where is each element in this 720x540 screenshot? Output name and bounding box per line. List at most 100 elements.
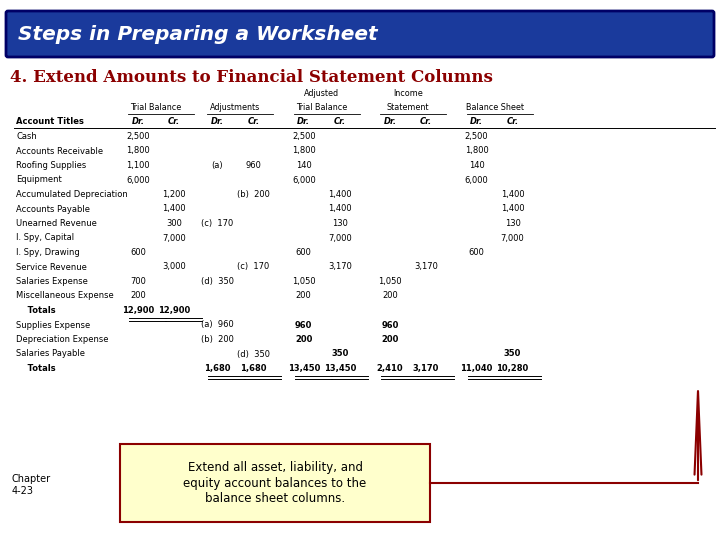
Text: 130: 130 (332, 219, 348, 228)
Text: Accounts Payable: Accounts Payable (17, 205, 91, 213)
Text: I. Spy, Capital: I. Spy, Capital (17, 233, 75, 242)
Text: 10,280: 10,280 (496, 364, 528, 373)
Text: 13,450: 13,450 (287, 364, 320, 373)
Text: Accounts Receivable: Accounts Receivable (17, 146, 104, 156)
Text: Dr.: Dr. (297, 118, 310, 126)
Text: 7,000: 7,000 (500, 233, 524, 242)
Text: Trial Balance: Trial Balance (296, 103, 347, 112)
Text: 1,680: 1,680 (204, 364, 230, 373)
Text: Cr.: Cr. (333, 118, 346, 126)
Text: 140: 140 (296, 161, 312, 170)
Text: 7,000: 7,000 (162, 233, 186, 242)
Text: Adjustments: Adjustments (210, 103, 261, 112)
Text: 200: 200 (130, 292, 146, 300)
Text: Dr.: Dr. (470, 118, 483, 126)
Text: Dr.: Dr. (211, 118, 224, 126)
Text: Statement: Statement (387, 103, 429, 112)
Text: I. Spy, Drawing: I. Spy, Drawing (17, 248, 80, 257)
Text: 3,170: 3,170 (328, 262, 351, 272)
Text: Cash: Cash (17, 132, 37, 141)
Text: 140: 140 (469, 161, 485, 170)
Text: 6,000: 6,000 (464, 176, 488, 185)
Text: 960: 960 (295, 321, 312, 329)
Text: Roofing Supplies: Roofing Supplies (17, 161, 86, 170)
Text: 1,800: 1,800 (292, 146, 315, 156)
Text: (a): (a) (212, 161, 223, 170)
Text: 1,200: 1,200 (162, 190, 186, 199)
Text: Cr.: Cr. (506, 118, 518, 126)
Text: 600: 600 (130, 248, 146, 257)
Text: 1,400: 1,400 (500, 190, 524, 199)
Text: Salaries Expense: Salaries Expense (17, 277, 89, 286)
Text: Dr.: Dr. (384, 118, 397, 126)
Text: 200: 200 (296, 292, 312, 300)
Text: 2,500: 2,500 (464, 132, 488, 141)
Text: 13,450: 13,450 (323, 364, 356, 373)
Text: 1,050: 1,050 (378, 277, 402, 286)
Text: 6,000: 6,000 (126, 176, 150, 185)
Text: 1,050: 1,050 (292, 277, 315, 286)
Text: 1,400: 1,400 (162, 205, 186, 213)
Text: 6,000: 6,000 (292, 176, 315, 185)
Text: 1,800: 1,800 (464, 146, 488, 156)
Text: 3,170: 3,170 (414, 262, 438, 272)
Text: 3,170: 3,170 (413, 364, 439, 373)
Text: 2,500: 2,500 (126, 132, 150, 141)
Text: 200: 200 (295, 335, 312, 344)
Text: Cr.: Cr. (168, 118, 180, 126)
Text: 600: 600 (296, 248, 312, 257)
Text: 300: 300 (166, 219, 182, 228)
Text: Salaries Payable: Salaries Payable (17, 349, 86, 359)
Text: (c)  170: (c) 170 (237, 262, 269, 272)
Text: Extend all asset, liability, and
equity account balances to the
balance sheet co: Extend all asset, liability, and equity … (184, 462, 366, 504)
Text: 11,040: 11,040 (460, 364, 492, 373)
Text: 12,900: 12,900 (158, 306, 190, 315)
Text: Totals: Totals (17, 306, 56, 315)
Text: 1,800: 1,800 (126, 146, 150, 156)
Text: Account Titles: Account Titles (17, 118, 84, 126)
Text: Cr.: Cr. (420, 118, 432, 126)
Text: Service Revenue: Service Revenue (17, 262, 87, 272)
Text: Equipment: Equipment (17, 176, 62, 185)
Text: (d)  350: (d) 350 (237, 349, 270, 359)
Text: (a)  960: (a) 960 (201, 321, 234, 329)
Text: Miscellaneous Expense: Miscellaneous Expense (17, 292, 114, 300)
FancyBboxPatch shape (6, 11, 714, 57)
Text: 1,680: 1,680 (240, 364, 266, 373)
Text: 960: 960 (382, 321, 399, 329)
Text: Chapter
4-23: Chapter 4-23 (12, 474, 51, 496)
Text: (c)  170: (c) 170 (201, 219, 233, 228)
Text: Income: Income (393, 89, 423, 98)
Text: 350: 350 (504, 349, 521, 359)
Text: 2,410: 2,410 (377, 364, 403, 373)
FancyBboxPatch shape (120, 444, 430, 522)
Text: 4. Extend Amounts to Financial Statement Columns: 4. Extend Amounts to Financial Statement… (10, 69, 493, 85)
Text: Unearned Revenue: Unearned Revenue (17, 219, 97, 228)
Text: Trial Balance: Trial Balance (130, 103, 181, 112)
Text: 12,900: 12,900 (122, 306, 154, 315)
Text: 350: 350 (331, 349, 348, 359)
Text: Totals: Totals (17, 364, 56, 373)
Text: Accumulated Depreciation: Accumulated Depreciation (17, 190, 128, 199)
Text: Adjusted: Adjusted (304, 89, 339, 98)
Text: (d)  350: (d) 350 (201, 277, 234, 286)
Text: 7,000: 7,000 (328, 233, 351, 242)
Text: Steps in Preparing a Worksheet: Steps in Preparing a Worksheet (18, 24, 377, 44)
Text: 1,100: 1,100 (126, 161, 150, 170)
Text: 1,400: 1,400 (500, 205, 524, 213)
Text: 960: 960 (246, 161, 261, 170)
Text: 700: 700 (130, 277, 146, 286)
Text: 130: 130 (505, 219, 521, 228)
Text: 1,400: 1,400 (328, 190, 351, 199)
Text: Balance Sheet: Balance Sheet (466, 103, 523, 112)
Text: 1,400: 1,400 (328, 205, 351, 213)
Text: Cr.: Cr. (247, 118, 259, 126)
Text: 200: 200 (382, 292, 398, 300)
Text: Depreciation Expense: Depreciation Expense (17, 335, 109, 344)
Text: 200: 200 (382, 335, 399, 344)
Text: Dr.: Dr. (132, 118, 145, 126)
Text: (b)  200: (b) 200 (201, 335, 234, 344)
Text: Supplies Expense: Supplies Expense (17, 321, 91, 329)
Text: 3,000: 3,000 (162, 262, 186, 272)
Text: 2,500: 2,500 (292, 132, 315, 141)
